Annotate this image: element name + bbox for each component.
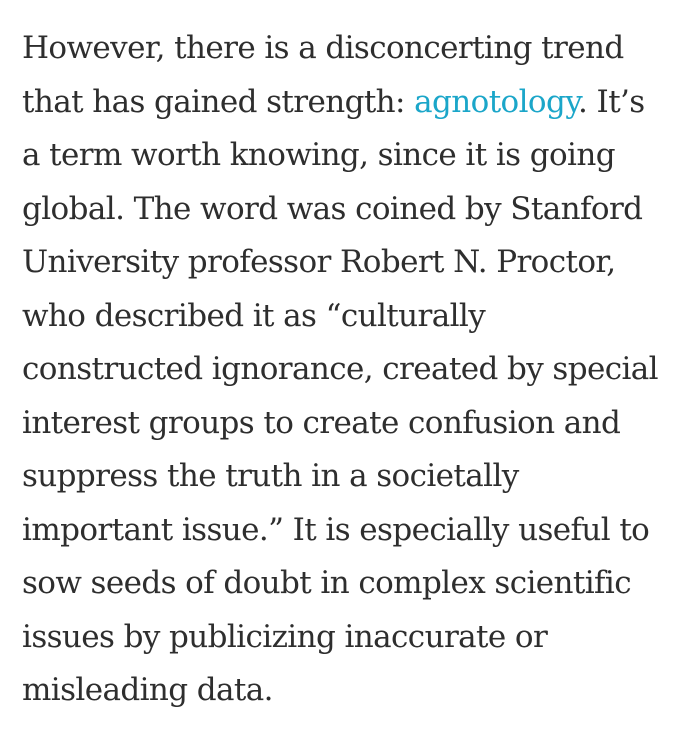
paragraph-line: However, there is a disconcerting trend [22,30,624,66]
paragraph-line: issues by publicizing inaccurate or [22,618,548,655]
paragraph-line: that has gained strength: agnotology. It… [22,76,683,130]
paragraph-line: interest groups to create confusion and [22,404,621,441]
paragraph-line: suppress the truth in a societally [22,458,519,494]
paragraph-line: who described it as “culturally [22,297,486,334]
paragraph-line: University professor Robert N. Proctor, [22,244,616,280]
agnotology-link[interactable]: agnotology [414,83,579,120]
paragraph-text: that has gained strength: [22,83,415,120]
paragraph-line: a term worth knowing, since it is going [22,137,616,173]
article-paragraph: However, there is a disconcerting trend … [22,22,683,718]
paragraph-line: constructed ignorance, created by specia… [22,351,659,387]
paragraph-text: . It’s [578,83,645,120]
paragraph-line: global. The word was coined by Stanford [22,190,643,227]
paragraph-line: sow seeds of doubt in complex scientific [22,565,632,601]
paragraph-line: important issue.” It is especially usefu… [22,511,650,548]
paragraph-line: misleading data. [22,672,274,708]
